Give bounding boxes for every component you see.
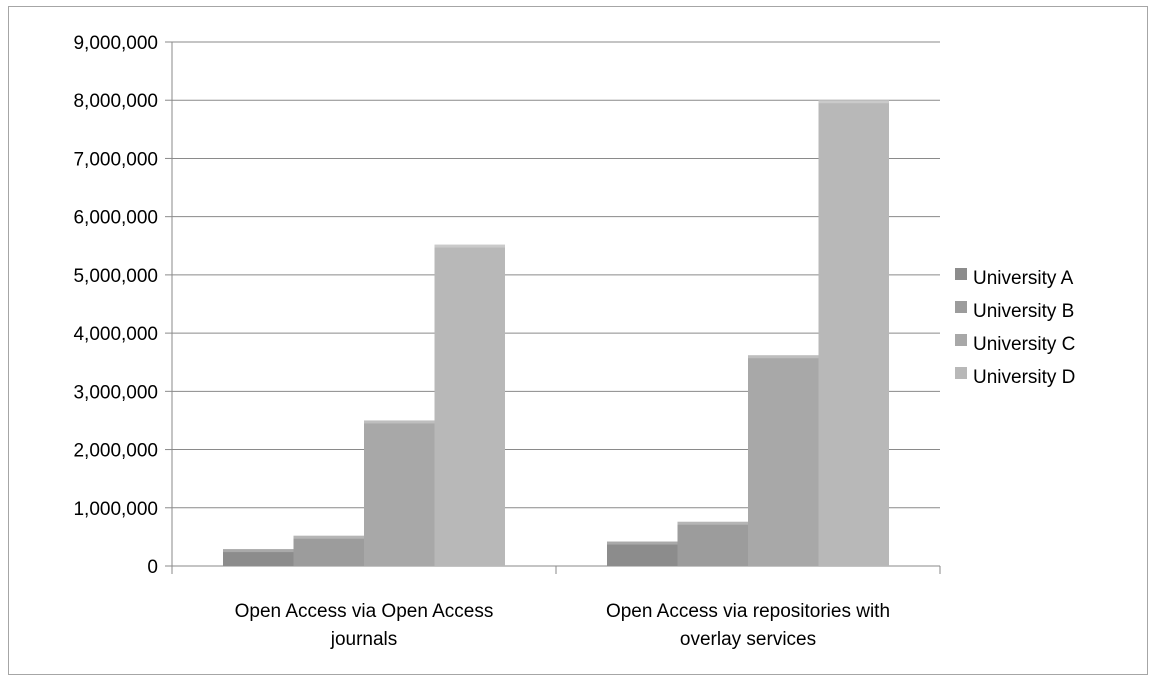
y-tick-label: 2,000,000	[73, 441, 158, 462]
y-tick-label: 5,000,000	[73, 266, 158, 287]
legend-swatch	[955, 301, 967, 313]
bar-highlight	[607, 541, 678, 545]
x-category-label: Open Access via repositories with	[606, 601, 890, 622]
bar	[434, 244, 505, 566]
legend-swatch	[955, 268, 967, 280]
legend-label: University D	[973, 367, 1075, 388]
bar	[677, 521, 748, 566]
x-category-label: overlay services	[680, 629, 816, 650]
legend-swatch	[955, 334, 967, 346]
bar	[818, 100, 889, 566]
legend-label: University C	[973, 334, 1075, 355]
bar	[364, 420, 435, 566]
y-tick-label: 8,000,000	[73, 91, 158, 112]
bar	[748, 355, 819, 566]
y-tick-label: 4,000,000	[73, 324, 158, 345]
bar-highlight	[223, 549, 294, 553]
y-tick-label: 1,000,000	[73, 499, 158, 520]
legend-label: University B	[973, 301, 1074, 322]
bar	[607, 541, 678, 566]
bar	[223, 549, 294, 566]
x-category-label: Open Access via Open Access	[235, 601, 494, 622]
x-category-label: journals	[330, 629, 398, 650]
bar-highlight	[818, 100, 889, 104]
legend-label: University A	[973, 268, 1074, 289]
bar	[293, 535, 364, 566]
y-tick-label: 7,000,000	[73, 149, 158, 170]
y-tick-label: 6,000,000	[73, 208, 158, 229]
bar-highlight	[677, 521, 748, 525]
legend-swatch	[955, 367, 967, 379]
y-tick-label: 3,000,000	[73, 382, 158, 403]
bar-highlight	[293, 535, 364, 539]
bar-highlight	[364, 420, 435, 424]
bar-highlight	[434, 244, 505, 248]
bar-highlight	[748, 355, 819, 359]
y-tick-label: 9,000,000	[73, 33, 158, 54]
y-tick-label: 0	[147, 557, 158, 578]
